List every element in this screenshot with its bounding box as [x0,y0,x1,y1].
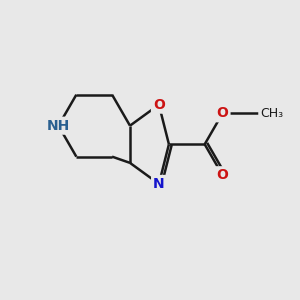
Text: O: O [217,106,229,120]
Text: CH₃: CH₃ [260,107,283,120]
Text: O: O [217,168,229,182]
Text: NH: NH [47,119,70,133]
Text: O: O [153,98,165,112]
Text: N: N [153,177,165,191]
